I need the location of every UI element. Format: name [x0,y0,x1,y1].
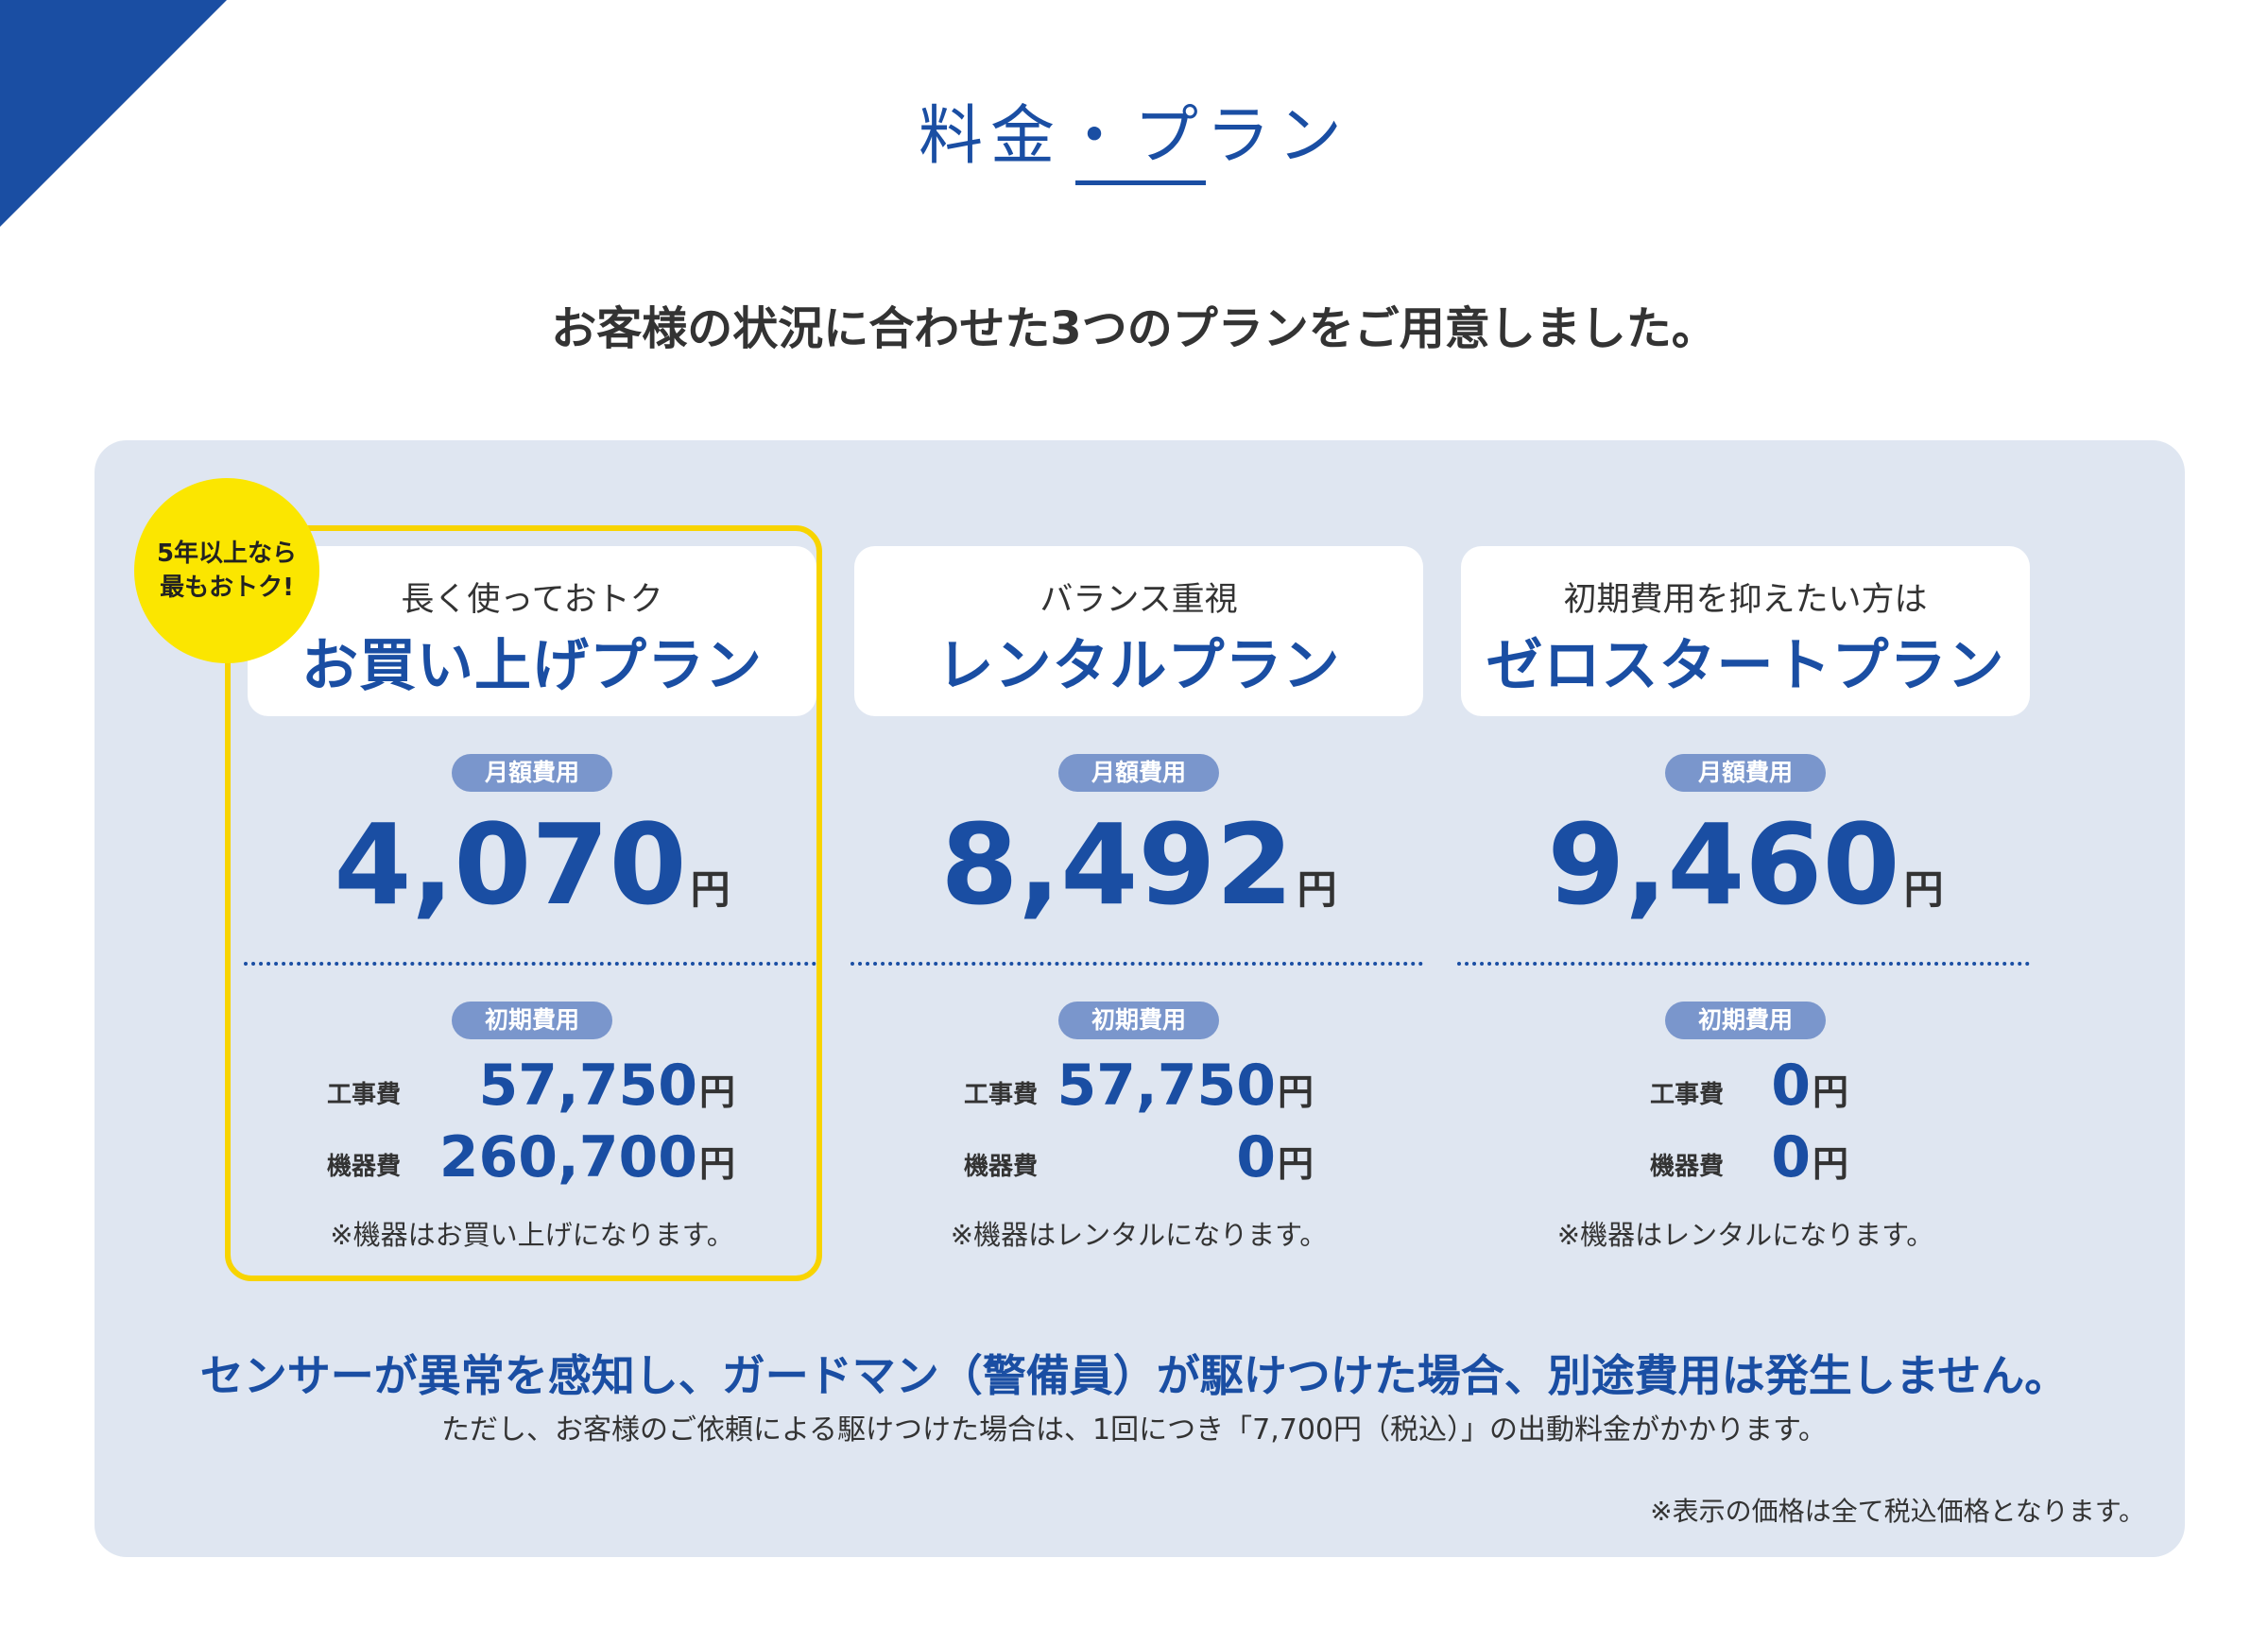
construction-fee-amount: 0 [1771,1053,1811,1119]
plan-lead: バランス重視 [1040,581,1238,619]
equipment-fee-label: 機器費 [327,1153,402,1181]
plan-note: ※機器はレンタルになります。 [950,1219,1328,1251]
monthly-price: 4,070円 [248,799,816,930]
monthly-price-value: 9,460 [1547,799,1900,930]
recommended-badge: 5年以上なら 最もおトク! [134,478,319,663]
plan-name: レンタルプラン [936,633,1341,699]
monthly-fee-label: 月額費用 [1058,754,1219,792]
plan-note: ※機器はお買い上げになります。 [330,1219,734,1251]
plan-header-rental: バランス重視 レンタルプラン [854,546,1423,716]
currency-unit: 円 [1277,1071,1314,1113]
initial-fee-label: 初期費用 [1058,1002,1219,1039]
plan-header-purchase: 長く使っておトク お買い上げプラン [248,546,816,716]
equipment-fee-row: 機器費 0円 [1650,1124,1848,1190]
monthly-fee-label: 月額費用 [452,754,612,792]
monthly-price: 8,492円 [854,799,1423,930]
currency-unit: 円 [1277,1143,1314,1185]
monthly-price-value: 8,492 [940,799,1294,930]
badge-line-1: 5年以上なら [156,539,298,568]
currency-unit: 円 [698,1143,735,1185]
construction-fee-row: 工事費 57,750円 [327,1053,735,1119]
construction-fee-amount: 57,750 [478,1053,697,1119]
construction-fee-amount: 57,750 [1057,1053,1276,1119]
monthly-fee-label: 月額費用 [1665,754,1826,792]
plan-lead: 長く使っておトク [401,581,663,619]
currency-unit: 円 [1812,1143,1848,1185]
construction-fee-label: 工事費 [1650,1081,1725,1109]
plan-header-zero-start: 初期費用を抑えたい方は ゼロスタートプラン [1461,546,2030,716]
tax-note: ※表示の価格は全て税込価格となります。 [1650,1496,2145,1527]
construction-fee-row: 工事費 57,750円 [964,1053,1314,1119]
plan-name: お買い上げプラン [301,633,763,699]
recommended-plan-frame [225,525,822,1281]
initial-fee-label: 初期費用 [1665,1002,1826,1039]
plan-note: ※機器はレンタルになります。 [1556,1219,1934,1251]
monthly-price-value: 4,070 [334,799,687,930]
monthly-price: 9,460円 [1461,799,2030,930]
construction-fee-label: 工事費 [964,1081,1039,1109]
equipment-fee-row: 機器費 260,700円 [327,1124,735,1190]
dispatch-fee-note: ただし、お客様のご依頼による駆けつけた場合は、1回につき「7,700円（税込）」… [440,1413,1828,1447]
dotted-divider [244,962,816,966]
corner-decoration [0,0,227,227]
construction-fee-value: 57,750円 [478,1053,735,1119]
page-subtitle: お客様の状況に合わせた3つのプランをご用意しました。 [551,302,1717,355]
construction-fee-label: 工事費 [327,1081,402,1109]
initial-fee-label: 初期費用 [452,1002,612,1039]
equipment-fee-value: 0円 [1236,1124,1314,1190]
dotted-divider [1457,962,2030,966]
equipment-fee-row: 機器費 0円 [964,1124,1314,1190]
equipment-fee-amount: 0 [1236,1124,1276,1190]
construction-fee-value: 57,750円 [1057,1053,1314,1119]
currency-unit: 円 [1903,866,1944,913]
construction-fee-value: 0円 [1771,1053,1848,1119]
equipment-fee-amount: 260,700 [438,1124,697,1190]
currency-unit: 円 [1297,866,1337,913]
title-underline [1075,180,1206,185]
plan-lead: 初期費用を抑えたい方は [1563,581,1928,619]
dispatch-notice: センサーが異常を感知し、ガードマン（警備員）が駆けつけた場合、別途費用は発生しま… [199,1350,2069,1401]
dotted-divider [850,962,1423,966]
equipment-fee-value: 260,700円 [439,1124,735,1190]
currency-unit: 円 [690,866,730,913]
page-title: 料金・プラン [918,99,1349,174]
badge-line-2: 最もおトク! [160,574,294,602]
equipment-fee-value: 0円 [1771,1124,1848,1190]
currency-unit: 円 [1812,1071,1848,1113]
currency-unit: 円 [698,1071,735,1113]
construction-fee-row: 工事費 0円 [1650,1053,1848,1119]
equipment-fee-label: 機器費 [1650,1153,1725,1181]
plan-name: ゼロスタートプラン [1486,633,2005,699]
equipment-fee-amount: 0 [1771,1124,1811,1190]
equipment-fee-label: 機器費 [964,1153,1039,1181]
